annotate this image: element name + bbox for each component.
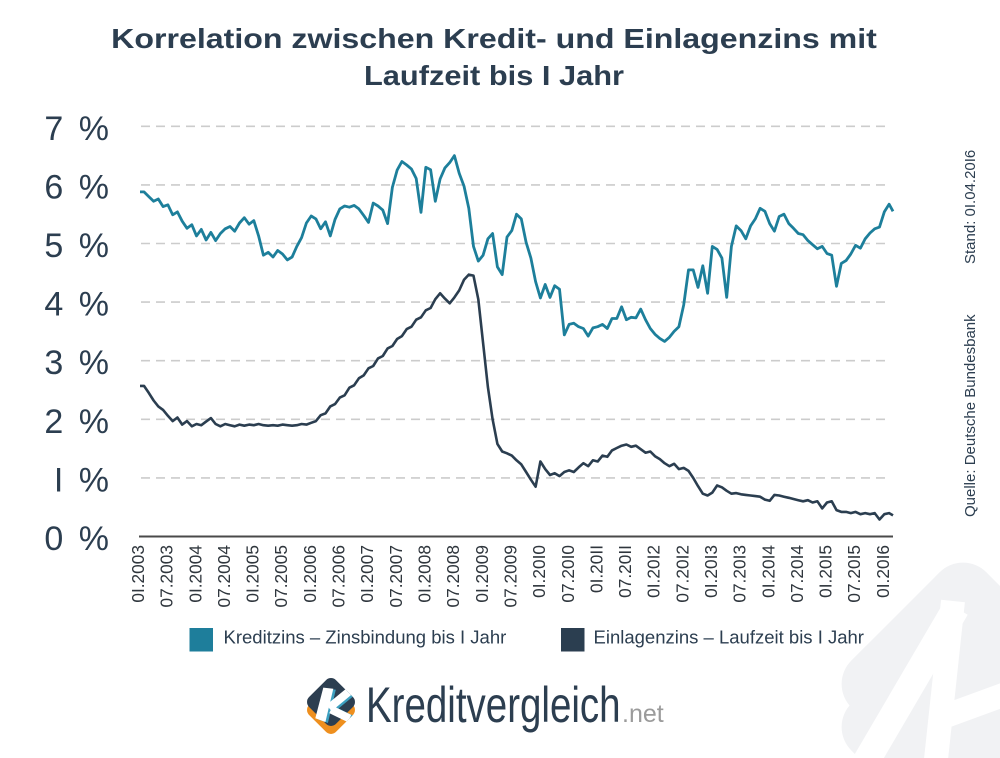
svg-text:Einlagenzins – Laufzeit bis I: Einlagenzins – Laufzeit bis I Jahr: [594, 627, 864, 648]
svg-text:07.2003: 07.2003: [157, 545, 177, 607]
svg-text:0I.20II: 0I.20II: [586, 545, 606, 593]
svg-text:0I.20I4: 0I.20I4: [758, 545, 778, 598]
svg-text:Stand: 0I.04.20I6: Stand: 0I.04.20I6: [962, 150, 979, 264]
svg-text:I %: I %: [54, 461, 112, 499]
svg-text:0I.2006: 0I.2006: [300, 545, 320, 603]
svg-text:Kreditvergleich: Kreditvergleich: [366, 678, 621, 733]
svg-text:0I.20I2: 0I.20I2: [644, 545, 664, 598]
svg-text:0I.2007: 0I.2007: [357, 545, 377, 603]
svg-text:Laufzeit bis I Jahr: Laufzeit bis I Jahr: [364, 60, 624, 91]
svg-text:07.2006: 07.2006: [329, 545, 349, 607]
svg-text:Kreditzins – Zinsbindung bis I: Kreditzins – Zinsbindung bis I Jahr: [224, 627, 507, 648]
svg-text:0I.2004: 0I.2004: [185, 545, 205, 603]
svg-text:07.20II: 07.20II: [615, 545, 635, 598]
svg-text:0 %: 0 %: [44, 520, 112, 558]
svg-text:6 %: 6 %: [44, 168, 112, 206]
svg-text:07.2008: 07.2008: [443, 545, 463, 607]
svg-text:0I.20I5: 0I.20I5: [816, 545, 836, 598]
svg-text:Korrelation zwischen Kredit- u: Korrelation zwischen Kredit- und Einlage…: [111, 24, 877, 55]
svg-text:.net: .net: [622, 700, 664, 728]
svg-text:0I.20I3: 0I.20I3: [701, 545, 721, 598]
svg-text:07.20I0: 07.20I0: [558, 545, 578, 603]
svg-text:0I.20I0: 0I.20I0: [529, 545, 549, 598]
svg-text:5 %: 5 %: [44, 227, 112, 265]
svg-text:4 %: 4 %: [44, 286, 112, 324]
svg-text:07.2009: 07.2009: [501, 545, 521, 607]
svg-text:07.2007: 07.2007: [386, 545, 406, 607]
svg-text:0I.2008: 0I.2008: [415, 545, 435, 603]
svg-text:07.20I3: 07.20I3: [730, 545, 750, 603]
svg-text:07.2004: 07.2004: [214, 545, 234, 608]
svg-text:0I.2009: 0I.2009: [472, 545, 492, 603]
svg-text:07.20I5: 07.20I5: [844, 545, 864, 603]
svg-text:07.20I2: 07.20I2: [672, 545, 692, 603]
svg-text:07.20I4: 07.20I4: [787, 545, 807, 603]
svg-text:Quelle: Deutsche Bundesbank: Quelle: Deutsche Bundesbank: [962, 314, 979, 517]
svg-text:0I.20I6: 0I.20I6: [873, 545, 893, 598]
svg-text:0I.2005: 0I.2005: [243, 545, 263, 603]
svg-text:0I.2003: 0I.2003: [128, 545, 148, 603]
svg-text:3 %: 3 %: [44, 344, 112, 382]
svg-text:2 %: 2 %: [44, 403, 112, 441]
svg-text:07.2005: 07.2005: [271, 545, 291, 607]
svg-text:7 %: 7 %: [44, 110, 112, 148]
